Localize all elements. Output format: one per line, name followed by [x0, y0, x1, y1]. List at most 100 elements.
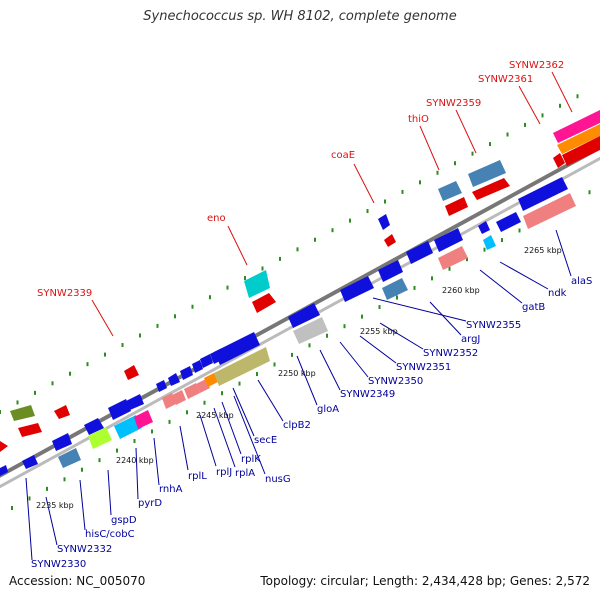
gene-feature [108, 399, 131, 420]
leader-line [91, 299, 114, 337]
leader-line [233, 395, 266, 475]
gene-feature [478, 221, 490, 234]
leader-line [232, 387, 255, 437]
gene-feature [483, 235, 496, 250]
gene-feature [214, 332, 260, 365]
leader-line [296, 355, 318, 406]
gene-feature [156, 380, 167, 392]
tick-label: 2250 kbp [278, 369, 316, 378]
gene-label: SYNW2361 [478, 74, 533, 85]
gene-label: SYNW2330 [31, 559, 86, 570]
leader-line [379, 322, 424, 350]
leader-line [455, 109, 477, 154]
gene-feature [496, 212, 521, 232]
leader-line [339, 341, 369, 378]
leader-line [555, 229, 572, 277]
gene-label: rplK [241, 454, 261, 465]
gene-feature [406, 241, 433, 264]
gene-label: coaE [331, 150, 355, 161]
leader-line [499, 261, 549, 290]
gene-feature [378, 214, 390, 230]
gene-label: secE [254, 435, 277, 446]
leader-line [372, 297, 467, 322]
gene-feature [52, 433, 72, 451]
leader-line [107, 469, 112, 516]
gene-feature [162, 393, 176, 409]
gene-feature [22, 455, 38, 469]
gene-feature [378, 260, 403, 282]
gene-feature [384, 234, 396, 247]
gene-feature [244, 270, 270, 298]
gene-feature [18, 423, 42, 437]
leader-line [213, 407, 236, 468]
gene-feature [562, 136, 600, 166]
tick-labels: 2235 kbp 2240 kbp 2245 kbp 2250 kbp 2255… [36, 246, 562, 510]
leader-line [45, 496, 58, 546]
gene-label: thiO [408, 114, 429, 125]
gene-label: gspD [111, 515, 137, 526]
gene-feature [200, 354, 213, 368]
leader-line [479, 269, 523, 304]
leader-line [135, 447, 139, 500]
gene-label: SYNW2359 [426, 98, 481, 109]
gene-feature [0, 465, 8, 476]
tick-label: 2245 kbp [196, 411, 234, 420]
leader-line [359, 335, 397, 364]
gene-feature [172, 390, 186, 405]
gene-label: hisC/cobC [85, 529, 135, 540]
gene-feature [468, 160, 506, 187]
gene-feature [214, 347, 270, 386]
gene-feature [472, 178, 510, 200]
leader-line [429, 301, 462, 336]
leader-line [79, 479, 86, 531]
leader-line [319, 349, 341, 391]
gene-feature [0, 441, 8, 452]
gene-feature [445, 197, 468, 216]
gene-label: SYNW2362 [509, 60, 564, 71]
gene-feature [204, 373, 218, 387]
gene-label: rnhA [159, 484, 183, 495]
tick-label: 2260 kbp [442, 286, 480, 295]
gene-label: SYNW2349 [340, 389, 395, 400]
gene-label: ndk [548, 288, 567, 299]
leader-line [199, 414, 217, 467]
gene-label: rplL [188, 471, 207, 482]
map-title: Synechococcus sp. WH 8102, complete geno… [143, 9, 457, 24]
gene-label: eno [207, 213, 226, 224]
gene-labels-bottom: SYNW2330 SYNW2332 hisC/cobC gspD pyrD rn… [31, 276, 592, 570]
gene-label: SYNW2355 [466, 320, 521, 331]
gene-label: rplA [235, 468, 255, 479]
tick-label: 2265 kbp [524, 246, 562, 255]
gene-label: gloA [317, 404, 339, 415]
leader-line [179, 425, 189, 471]
gene-feature [382, 278, 408, 300]
gene-feature [126, 394, 144, 410]
gene-feature [340, 276, 374, 302]
gene-label: nusG [265, 474, 291, 485]
gene-feature [88, 427, 112, 449]
gene-feature [557, 124, 600, 154]
gene-feature [54, 405, 70, 419]
gene-feature [180, 366, 193, 380]
gene-feature [434, 228, 463, 252]
gene-feature [438, 181, 462, 201]
tick-label: 2235 kbp [36, 501, 74, 510]
gene-label: gatB [522, 302, 545, 313]
gene-feature [252, 293, 276, 313]
gene-feature [114, 415, 142, 439]
gene-label: SYNW2332 [57, 544, 112, 555]
leader-line [227, 225, 248, 266]
gene-feature [192, 360, 203, 373]
gene-feature [168, 373, 180, 386]
accession-text: Accession: NC_005070 [9, 574, 146, 588]
gene-feature [438, 246, 468, 270]
gene-label: pyrD [138, 498, 162, 509]
gene-labels-top: SYNW2339 eno coaE thiO SYNW2359 SYNW2361… [37, 60, 564, 299]
position-dots [0, 94, 591, 510]
leader-line [419, 125, 440, 171]
gene-label: SYNW2339 [37, 288, 92, 299]
genes-forward [0, 110, 600, 452]
leader-line [353, 163, 375, 204]
genes-reverse [0, 177, 576, 476]
